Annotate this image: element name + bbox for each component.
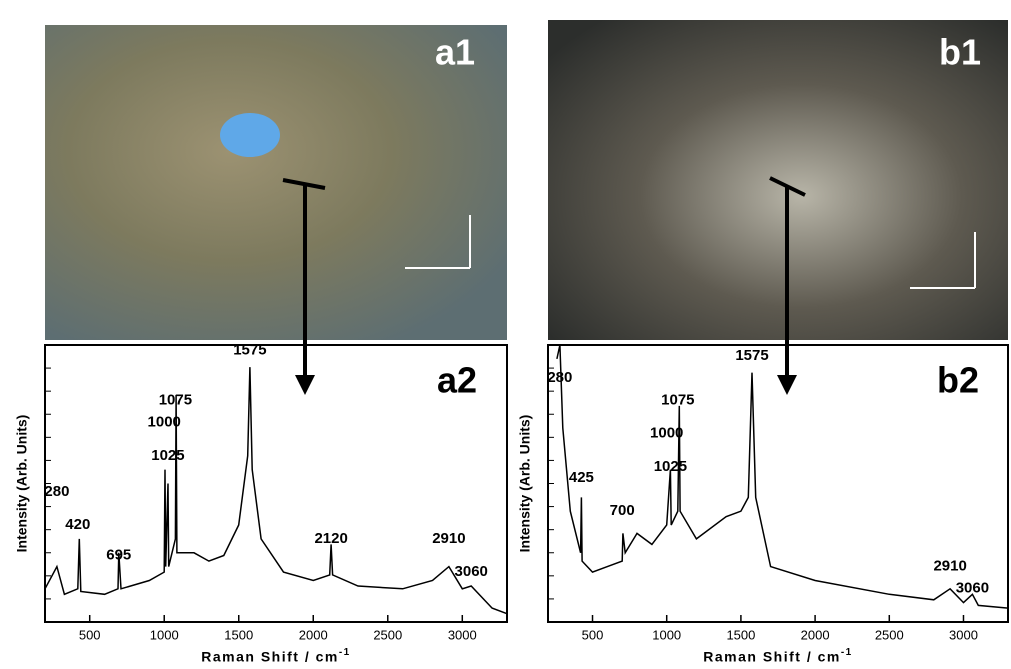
x-tick-label: 3000 (949, 627, 978, 642)
image-label: a1 (435, 32, 475, 73)
y-axis-label: Intensity (Arb. Units) (517, 415, 533, 553)
photo-detail (220, 113, 280, 157)
panel-label: b2 (937, 360, 979, 401)
panel-label: a2 (437, 360, 477, 401)
x-tick-label: 1000 (150, 627, 179, 642)
x-tick-label: 3000 (448, 627, 477, 642)
x-axis-label-sup: -1 (339, 647, 351, 658)
peak-label: 425 (569, 469, 594, 486)
x-axis-label-sup: -1 (841, 647, 853, 658)
x-tick-label: 500 (582, 627, 604, 642)
peak-label: 1575 (233, 342, 266, 359)
peak-label: 700 (610, 502, 635, 519)
x-tick-label: 1500 (224, 627, 253, 642)
peak-label: 3060 (455, 563, 488, 580)
x-axis-label: Raman Shift / cm-1 (703, 647, 853, 665)
peak-label: 280 (44, 483, 69, 500)
peak-label: 1075 (159, 391, 192, 408)
x-tick-label: 1500 (726, 627, 755, 642)
peak-label: 1000 (650, 425, 683, 442)
image-label: b1 (939, 32, 981, 73)
peak-label: 1000 (148, 414, 181, 431)
x-tick-label: 2000 (299, 627, 328, 642)
x-tick-label: 500 (79, 627, 101, 642)
y-axis-label: Intensity (Arb. Units) (14, 415, 30, 553)
peak-label: 2910 (432, 530, 465, 547)
peak-label: 3060 (956, 580, 989, 597)
x-tick-label: 2500 (373, 627, 402, 642)
figure: a1 b1 500 1000 1500 2000 2500 3000 Raman Shift… (0, 0, 1011, 669)
peak-label: 1075 (661, 391, 694, 408)
peak-label: 695 (106, 546, 131, 563)
peak-label: 420 (65, 516, 90, 533)
peak-label: 2910 (933, 558, 966, 575)
x-axis-label: Raman Shift / cm-1 (201, 647, 351, 665)
peak-label: 2120 (314, 530, 347, 547)
peak-label: 1025 (151, 447, 184, 464)
peak-label: 1575 (735, 347, 768, 364)
peak-label: 1025 (654, 458, 687, 475)
x-tick-label: 2000 (801, 627, 830, 642)
x-tick-label: 2500 (875, 627, 904, 642)
x-tick-label: 1000 (652, 627, 681, 642)
charts: 500 1000 1500 2000 2500 3000 Raman Shift / cm-… (14, 342, 1008, 665)
peak-label: 280 (547, 369, 572, 386)
